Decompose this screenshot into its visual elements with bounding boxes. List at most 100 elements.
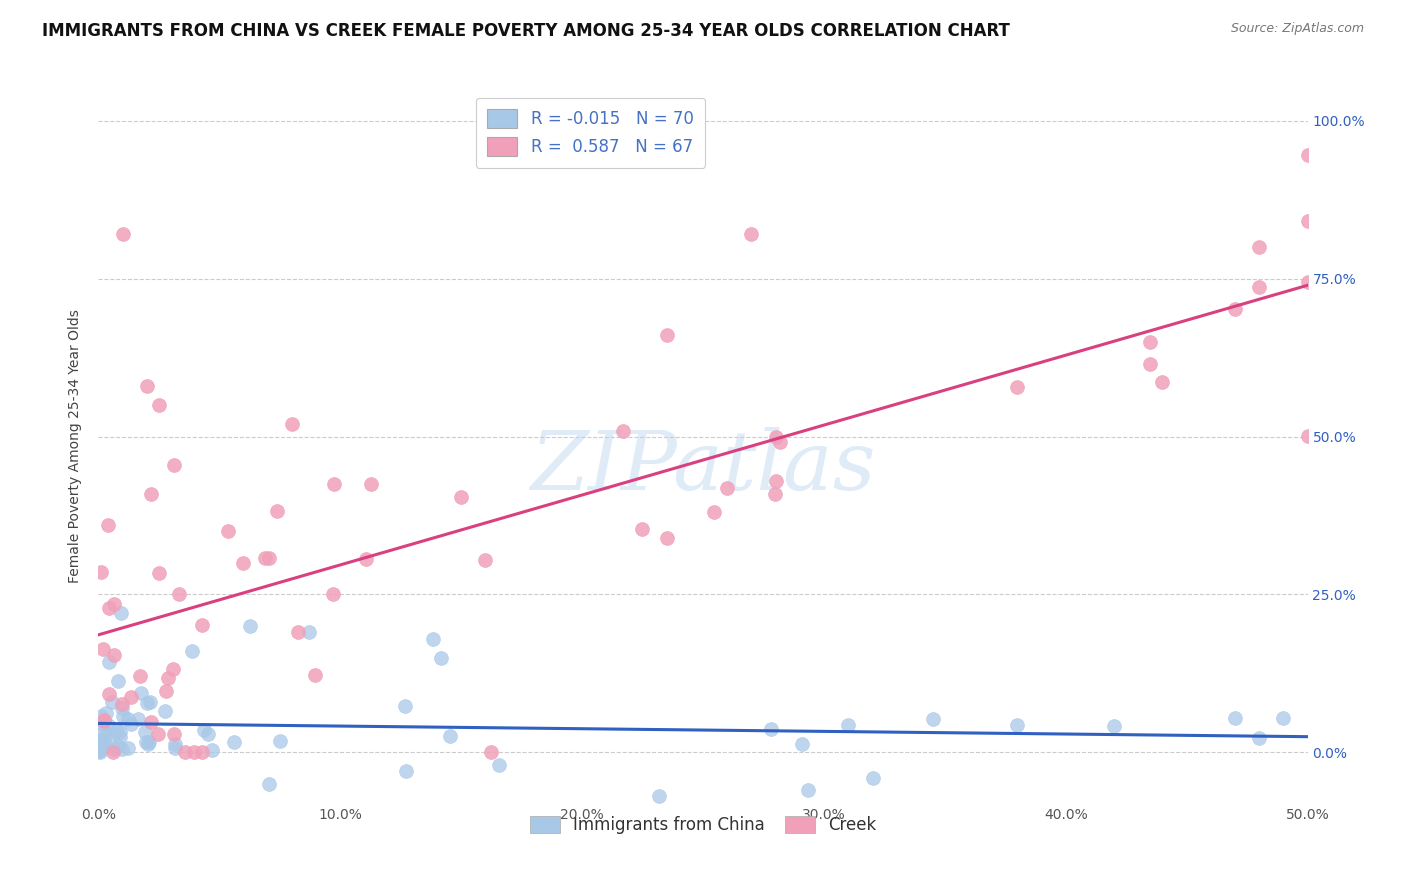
Point <box>394 698 416 713</box>
Point <box>183 745 205 759</box>
Point <box>93 714 115 728</box>
Point <box>201 743 224 757</box>
Point <box>1102 719 1125 733</box>
Point <box>101 696 124 710</box>
Point <box>765 429 787 443</box>
Point <box>174 745 197 759</box>
Point <box>1223 711 1246 725</box>
Point <box>254 551 277 566</box>
Point <box>117 740 139 755</box>
Point <box>90 566 112 580</box>
Point <box>167 587 190 601</box>
Point <box>135 735 157 749</box>
Point <box>792 737 814 751</box>
Point <box>217 524 239 539</box>
Point <box>93 724 115 739</box>
Point <box>269 734 291 748</box>
Point <box>837 718 859 732</box>
Text: IMMIGRANTS FROM CHINA VS CREEK FEMALE POVERTY AMONG 25-34 YEAR OLDS CORRELATION : IMMIGRANTS FROM CHINA VS CREEK FEMALE PO… <box>42 22 1010 40</box>
Point <box>89 740 111 755</box>
Point <box>281 417 304 431</box>
Point <box>287 624 309 639</box>
Point <box>127 712 149 726</box>
Point <box>304 667 326 681</box>
Point <box>488 758 510 772</box>
Point <box>94 727 117 741</box>
Point <box>120 690 142 704</box>
Point <box>1296 148 1319 162</box>
Point <box>1296 276 1319 290</box>
Point <box>134 725 156 739</box>
Text: ZIPatlas: ZIPatlas <box>530 427 876 508</box>
Point <box>232 556 254 570</box>
Point <box>136 696 159 710</box>
Point <box>111 227 134 242</box>
Point <box>655 531 678 545</box>
Point <box>94 738 117 752</box>
Point <box>180 644 202 658</box>
Point <box>97 718 120 732</box>
Point <box>1152 376 1174 390</box>
Point <box>165 740 187 755</box>
Point <box>239 619 262 633</box>
Point <box>91 740 114 755</box>
Point <box>193 723 215 737</box>
Point <box>138 695 160 709</box>
Point <box>117 712 139 726</box>
Point <box>1249 280 1271 294</box>
Point <box>108 730 131 744</box>
Point <box>197 727 219 741</box>
Point <box>90 709 112 723</box>
Point <box>163 727 186 741</box>
Point <box>612 425 634 439</box>
Point <box>111 697 134 711</box>
Point <box>141 715 163 730</box>
Point <box>138 735 160 749</box>
Point <box>136 737 159 751</box>
Y-axis label: Female Poverty Among 25-34 Year Olds: Female Poverty Among 25-34 Year Olds <box>69 309 83 583</box>
Point <box>655 328 678 343</box>
Point <box>103 742 125 756</box>
Point <box>97 518 120 533</box>
Point <box>422 632 444 646</box>
Point <box>120 716 142 731</box>
Point <box>101 727 124 741</box>
Point <box>148 727 170 741</box>
Point <box>162 662 184 676</box>
Point <box>769 434 792 449</box>
Point <box>648 789 671 804</box>
Point <box>93 714 115 729</box>
Point <box>108 724 131 739</box>
Point <box>141 487 163 501</box>
Point <box>716 481 738 495</box>
Point <box>740 227 762 242</box>
Point <box>1007 718 1029 732</box>
Point <box>111 742 134 756</box>
Point <box>103 648 125 662</box>
Point <box>87 715 110 730</box>
Point <box>90 732 112 747</box>
Point <box>94 738 117 752</box>
Point <box>450 490 472 504</box>
Point <box>155 684 177 698</box>
Point <box>110 607 132 621</box>
Point <box>761 723 783 737</box>
Point <box>765 474 787 488</box>
Point <box>129 686 152 700</box>
Point <box>165 737 187 751</box>
Point <box>1007 380 1029 394</box>
Point <box>266 504 288 518</box>
Point <box>103 597 125 611</box>
Point <box>1249 731 1271 745</box>
Point <box>129 669 152 683</box>
Point <box>90 732 112 747</box>
Point <box>148 398 170 412</box>
Point <box>257 551 280 566</box>
Point <box>97 601 120 615</box>
Point <box>107 674 129 689</box>
Point <box>796 783 818 797</box>
Point <box>323 477 346 491</box>
Point <box>222 734 245 748</box>
Point <box>96 706 118 721</box>
Point <box>429 650 451 665</box>
